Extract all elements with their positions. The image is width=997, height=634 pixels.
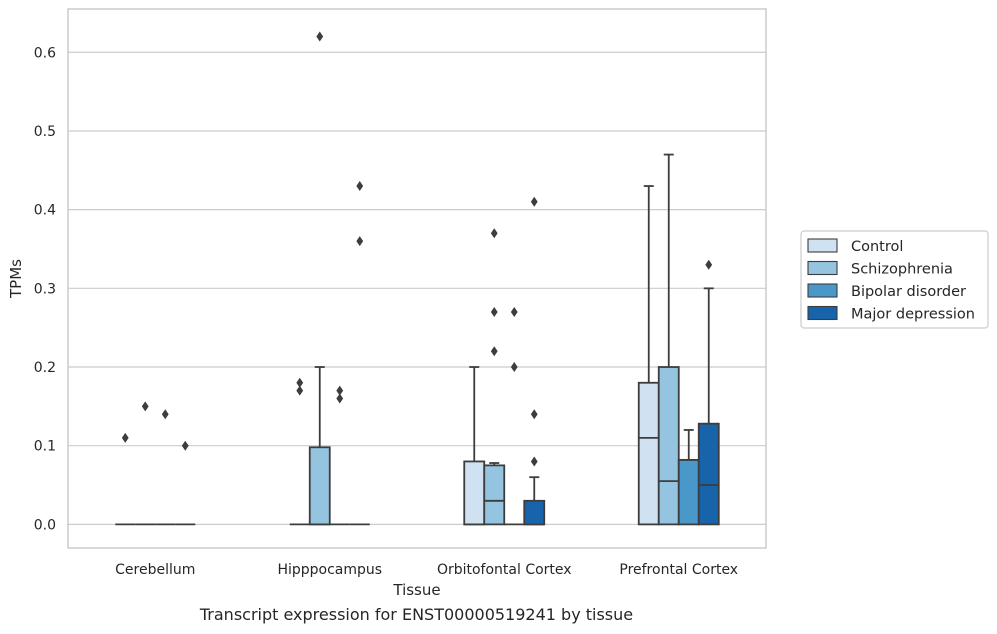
outlier-point — [296, 385, 304, 396]
box — [677, 458, 700, 526]
legend-label: Schizophrenia — [851, 262, 953, 278]
box — [697, 422, 720, 526]
legend-frame — [800, 230, 989, 329]
outlier-point — [510, 306, 518, 317]
series-control — [115, 185, 660, 526]
outlier-point — [530, 456, 538, 467]
y-tick-label: 0.1 — [34, 439, 56, 455]
outlier-point — [181, 440, 189, 451]
box — [463, 460, 486, 526]
outlier-point — [705, 259, 713, 270]
legend: Control Schizophrenia Bipolar disorder Majo… — [800, 230, 989, 329]
plot-area-frame — [67, 8, 767, 549]
legend-swatch — [807, 260, 838, 276]
outlier-point — [141, 401, 149, 412]
legend-label: Bipolar disorder — [851, 284, 966, 300]
y-tick-label: 0.0 — [34, 517, 56, 533]
outlier-point — [490, 346, 498, 357]
y-tick-label: 0.3 — [34, 281, 56, 297]
x-tick-label: Orbitofontal Cortex — [437, 562, 572, 578]
x-tick-label: Prefrontal Cortex — [619, 562, 738, 578]
box-series — [115, 31, 720, 526]
box — [637, 381, 660, 526]
series-bipolar-disorder — [155, 306, 700, 526]
outlier-point — [490, 228, 498, 239]
y-axis-ticks: 0.0 0.1 0.2 0.3 0.4 0.5 0.6 — [34, 45, 56, 533]
outlier-point — [490, 306, 498, 317]
box — [308, 446, 331, 526]
box — [657, 366, 680, 526]
outlier-point — [336, 393, 344, 404]
legend-label: Major depression — [851, 307, 975, 323]
legend-swatch — [807, 238, 838, 253]
outlier-point — [510, 362, 518, 373]
outlier-point — [161, 409, 169, 420]
y-tick-label: 0.5 — [34, 124, 56, 140]
box — [523, 499, 546, 526]
series-schizophrenia — [135, 31, 680, 526]
outlier-point — [530, 409, 538, 420]
x-tick-label: Hipppocampus — [277, 562, 382, 578]
legend-swatch — [807, 305, 838, 321]
outlier-point — [356, 181, 364, 192]
legend-swatch — [807, 283, 838, 298]
outlier-point — [530, 196, 538, 207]
outlier-point — [121, 432, 129, 443]
outlier-point — [296, 377, 304, 388]
legend-label: Control — [851, 239, 903, 255]
x-tick-label: Cerebellum — [115, 562, 195, 578]
figure-caption: Transcript expression for ENST0000051924… — [199, 605, 634, 624]
x-axis-label: Tissue — [392, 581, 440, 599]
y-axis-label: TPMs — [7, 259, 25, 299]
series-major-depression — [175, 181, 720, 526]
outlier-point — [336, 385, 344, 396]
y-tick-label: 0.2 — [34, 360, 56, 376]
y-tick-label: 0.4 — [34, 203, 56, 219]
outlier-point — [356, 236, 364, 247]
outlier-point — [316, 31, 324, 42]
y-tick-label: 0.6 — [34, 45, 56, 61]
x-axis-ticks: Cerebellum Hipppocampus Orbitofontal Corte… — [115, 562, 738, 578]
box — [483, 464, 506, 526]
